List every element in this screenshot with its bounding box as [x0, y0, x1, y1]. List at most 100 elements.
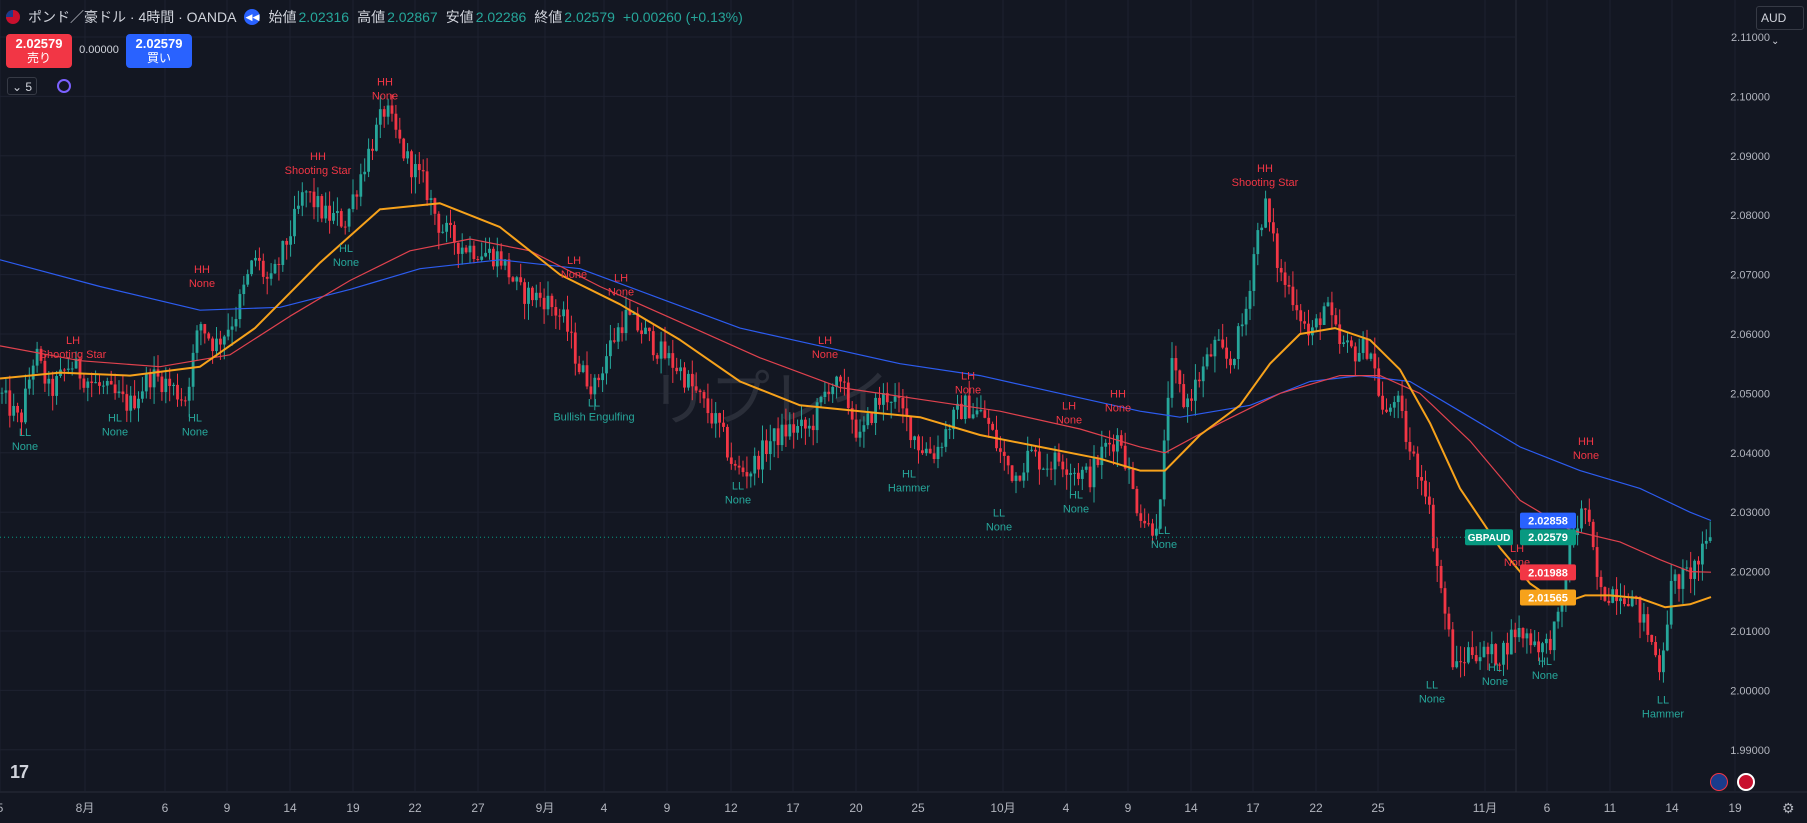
candle — [511, 275, 515, 283]
au-flag-icon[interactable] — [1710, 773, 1728, 791]
y-tick-label: 2.08000 — [1730, 210, 1770, 222]
candle — [66, 356, 70, 375]
candle — [1486, 642, 1490, 671]
candle — [1299, 304, 1303, 335]
candle — [152, 356, 156, 404]
pattern-label-name: Shooting Star — [1232, 177, 1299, 189]
candle — [1529, 628, 1533, 654]
price-tag: 2.01565 — [1520, 589, 1576, 606]
candle — [1517, 615, 1521, 642]
uk-flag-icon[interactable] — [1737, 773, 1755, 791]
candle — [304, 190, 308, 208]
candle — [1268, 198, 1271, 232]
replay-icon[interactable]: ◀◀ — [244, 9, 261, 25]
candle — [242, 275, 246, 306]
x-tick-label: 11 — [1604, 801, 1617, 815]
candle — [648, 327, 651, 342]
high-value: 2.02867 — [387, 9, 438, 25]
candle — [199, 321, 203, 346]
candle — [710, 398, 714, 429]
candle — [215, 326, 218, 357]
candle — [534, 284, 538, 308]
candle — [320, 193, 324, 223]
buy-label: 買い — [146, 51, 171, 65]
candle — [960, 395, 963, 420]
candle — [921, 436, 924, 455]
gear-icon[interactable]: ⚙ — [1782, 800, 1795, 816]
candle — [1006, 455, 1010, 475]
candle — [172, 382, 175, 396]
sell-button[interactable]: 2.02579 売り — [6, 34, 72, 68]
candle — [835, 375, 838, 399]
candle — [601, 366, 604, 393]
x-tick-label: 11月 — [1473, 801, 1497, 815]
pattern-label-type: LH — [614, 273, 628, 285]
candle — [488, 237, 491, 260]
candle — [1069, 463, 1072, 492]
candle — [659, 331, 663, 374]
pattern-label-type: LL — [1426, 680, 1438, 692]
candle — [1135, 485, 1139, 517]
currency-select[interactable]: AUD ⌄ — [1756, 6, 1804, 47]
candle — [1147, 513, 1150, 527]
candle — [792, 412, 796, 449]
candle — [86, 377, 90, 402]
price-tag: 2.01988 — [1520, 564, 1576, 581]
candle — [675, 357, 679, 375]
buy-button[interactable]: 2.02579 買い — [126, 34, 192, 68]
candle — [866, 407, 870, 430]
candle — [917, 434, 920, 464]
y-tick-label: 2.01000 — [1730, 626, 1770, 638]
candle — [694, 372, 698, 394]
candle — [1342, 335, 1345, 347]
tradingview-logo-icon[interactable]: 17 — [10, 762, 29, 782]
candle — [195, 325, 199, 361]
candle — [644, 318, 647, 335]
indicator-settings-icon[interactable] — [57, 79, 71, 93]
pattern-label-name: None — [1151, 539, 1177, 551]
candle — [1646, 606, 1650, 643]
pattern-label-name: None — [189, 278, 215, 290]
candle — [456, 242, 460, 268]
candle — [269, 263, 273, 286]
candle — [1225, 336, 1228, 369]
candle — [1330, 291, 1334, 329]
candle — [1131, 461, 1135, 490]
candle — [698, 388, 702, 404]
candle — [1595, 531, 1599, 590]
candle — [765, 429, 768, 462]
candle — [640, 322, 643, 344]
buy-price: 2.02579 — [135, 36, 183, 51]
candle — [328, 191, 331, 234]
candle — [1580, 500, 1583, 533]
symbol-title[interactable]: ポンド／豪ドル · 4時間 · OANDA — [28, 9, 237, 25]
indicators-collapse-button[interactable]: ⌄ 5 — [7, 77, 37, 95]
x-tick-label: 17 — [1246, 801, 1260, 815]
candle — [1533, 630, 1537, 647]
candle — [1065, 458, 1069, 490]
candle — [191, 344, 195, 401]
candle — [429, 189, 433, 216]
candle — [971, 403, 975, 420]
candle — [1209, 343, 1213, 358]
low-label: 安値 — [445, 9, 474, 25]
candle — [1252, 247, 1256, 307]
candle — [254, 250, 257, 267]
candle — [936, 435, 940, 469]
candle — [573, 322, 577, 376]
candle — [1439, 559, 1443, 594]
candle — [827, 382, 831, 402]
candle — [480, 242, 484, 262]
axes: 2.11000 2.10000 2.09000 2.08000 2.07000 2.060… — [0, 32, 1770, 815]
candle — [1642, 602, 1646, 632]
candles — [0, 94, 1712, 683]
spread-value: 0.00000 — [79, 44, 119, 56]
candle — [82, 373, 86, 393]
candle — [94, 370, 97, 384]
candle — [823, 381, 827, 404]
candle — [1506, 632, 1509, 670]
candle — [1545, 633, 1548, 654]
candle — [1587, 498, 1591, 527]
candle — [1509, 619, 1513, 655]
